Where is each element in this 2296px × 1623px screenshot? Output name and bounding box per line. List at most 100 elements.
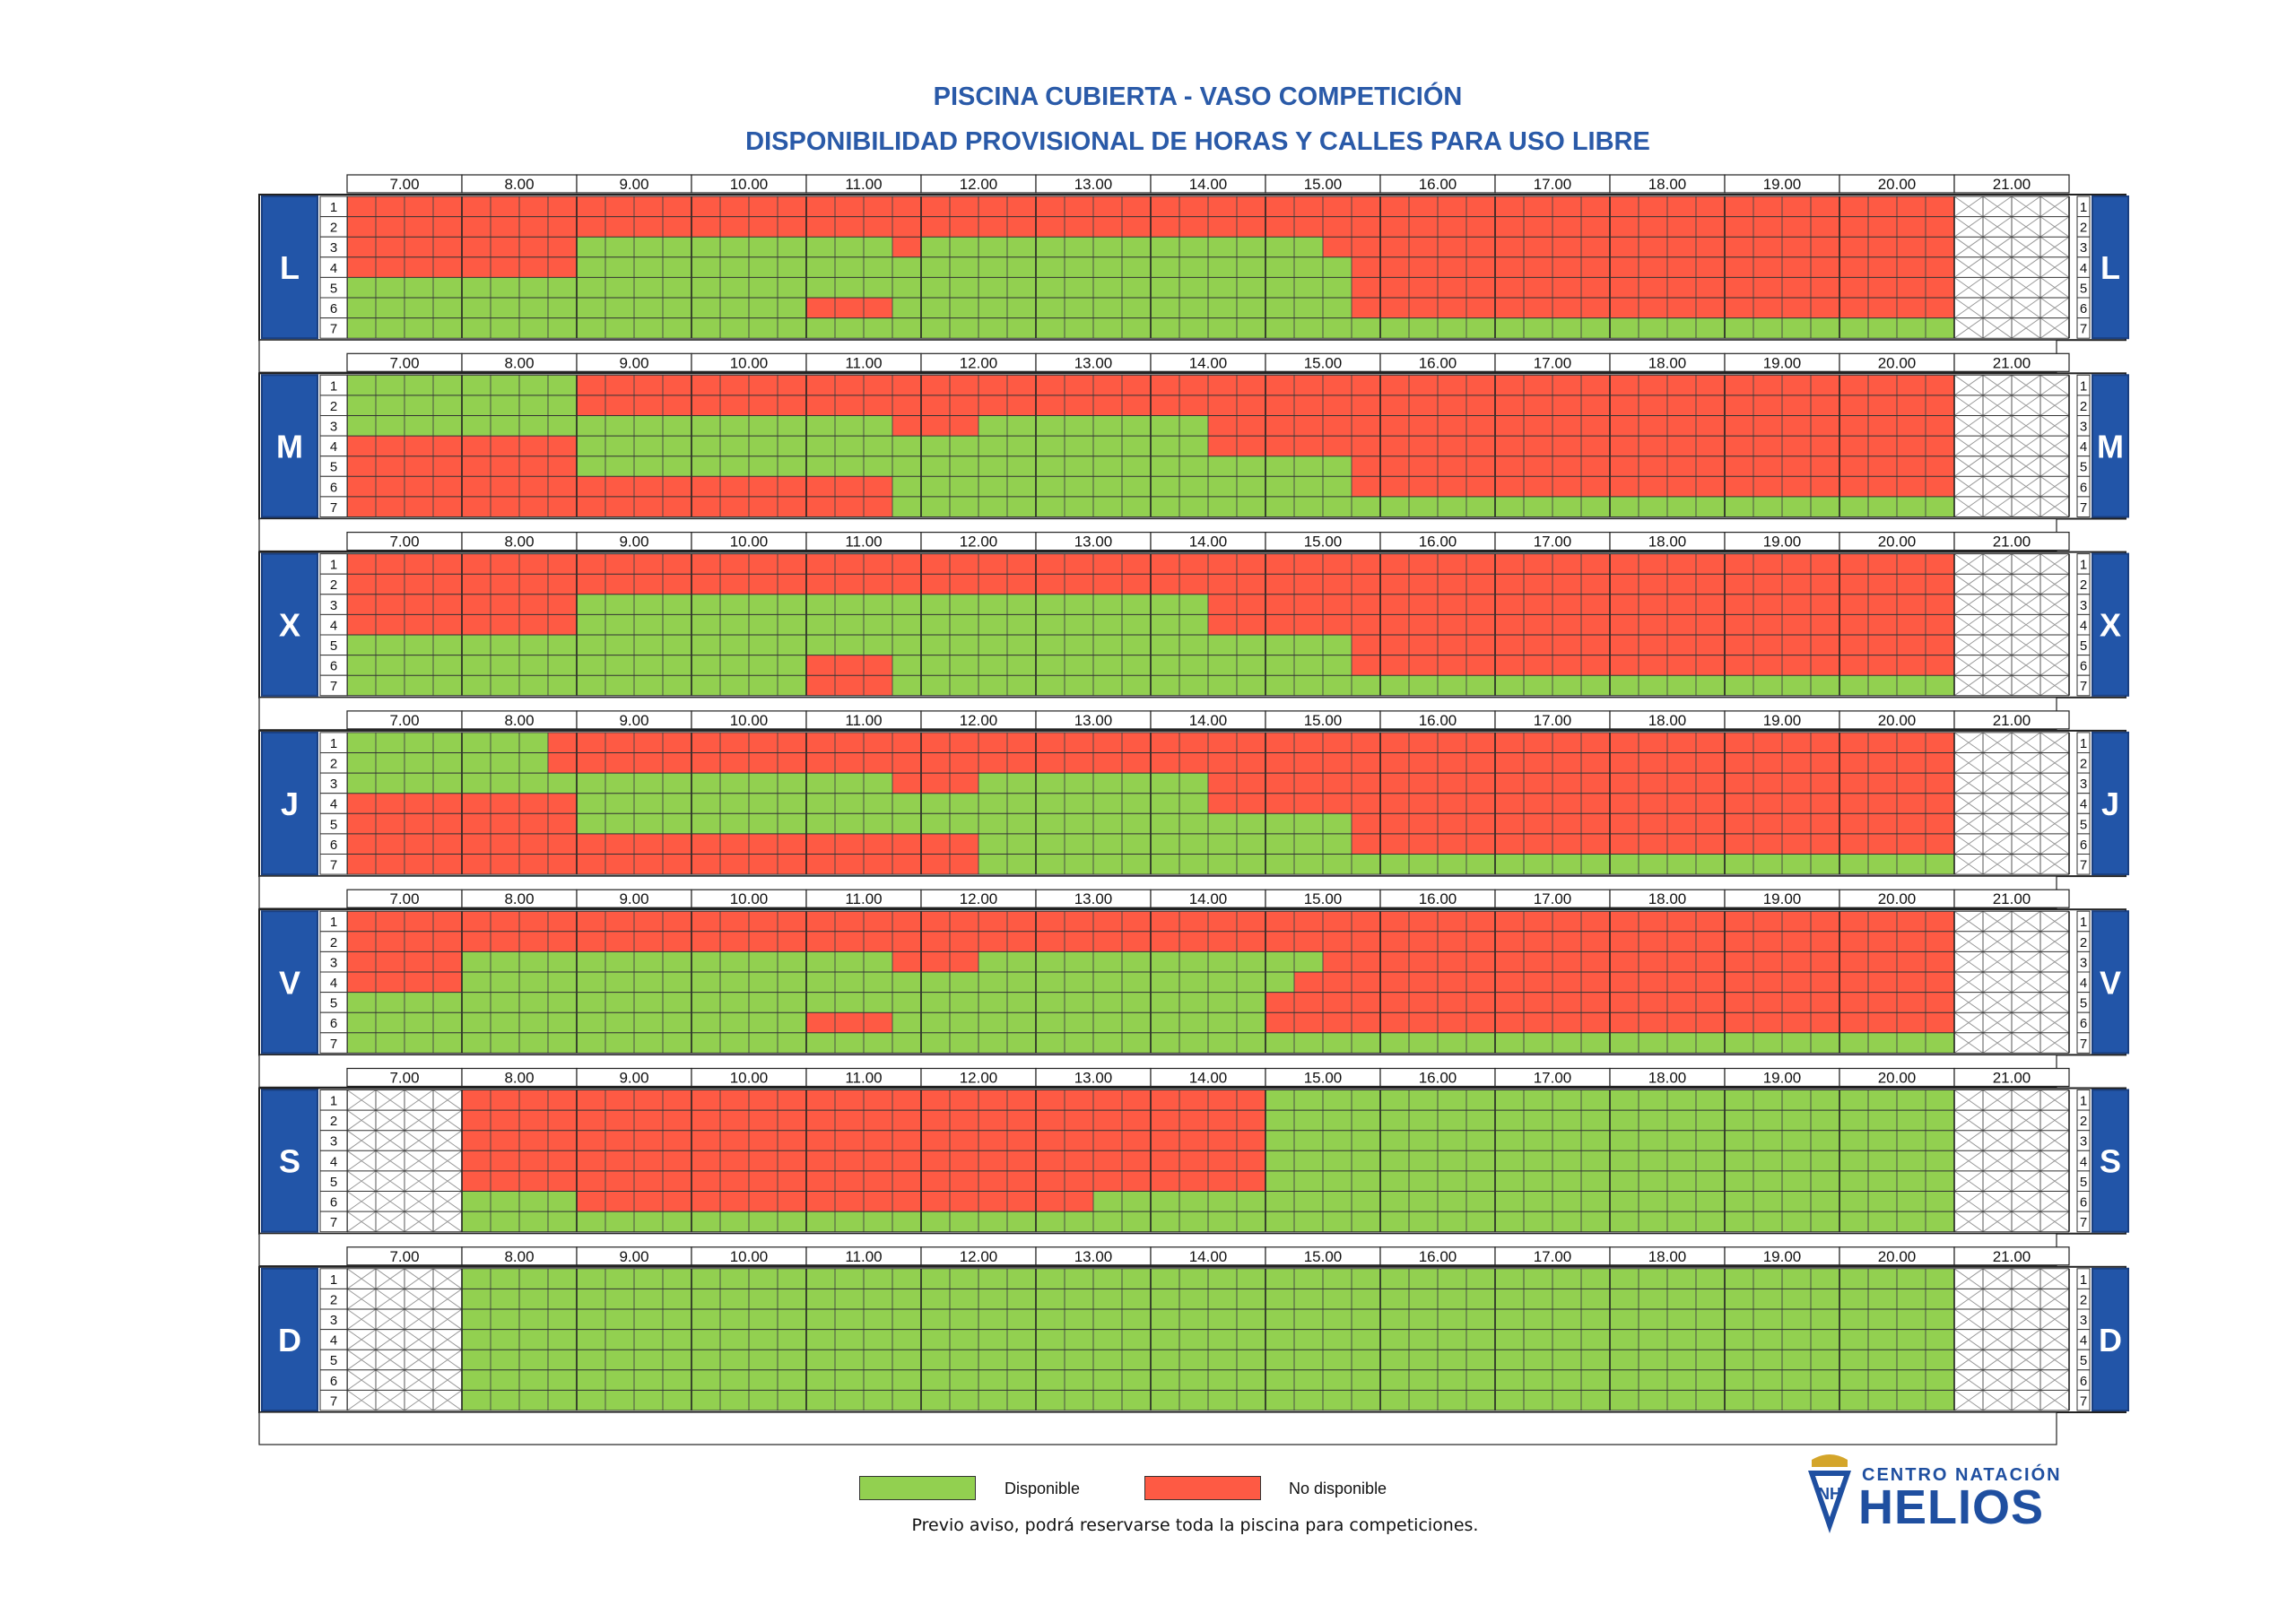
hour-label: 17.00 bbox=[1534, 534, 1572, 551]
unavailable-slot bbox=[1352, 476, 1954, 497]
hour-label: 18.00 bbox=[1648, 890, 1687, 907]
lane-number: 1 bbox=[330, 378, 337, 394]
unavailable-slot bbox=[1352, 635, 1954, 655]
lane-number: 6 bbox=[2080, 838, 2087, 853]
hour-label: 15.00 bbox=[1304, 1070, 1343, 1087]
hour-label: 14.00 bbox=[1189, 1070, 1228, 1087]
lane-number: 3 bbox=[330, 1134, 337, 1150]
hour-label: 16.00 bbox=[1419, 1070, 1457, 1087]
lane-number: 7 bbox=[330, 858, 337, 873]
lane-number: 7 bbox=[2080, 1393, 2087, 1409]
hour-label: 10.00 bbox=[730, 534, 769, 551]
hour-label: 12.00 bbox=[960, 1070, 998, 1087]
day-block: 7.00 8.00 9.00 10.00 11.00 12.00 13.00 14.00 15.… bbox=[258, 352, 2129, 552]
lane-number: 6 bbox=[330, 1195, 337, 1211]
unavailable-slot bbox=[347, 496, 892, 517]
lane-number: 2 bbox=[2080, 577, 2087, 593]
hour-label: 15.00 bbox=[1304, 354, 1343, 371]
lane-number: 3 bbox=[2080, 777, 2087, 792]
hour-label: 20.00 bbox=[1878, 354, 1917, 371]
hour-label: 7.00 bbox=[389, 1070, 419, 1087]
day-label: V bbox=[2100, 964, 2121, 1001]
hour-label: 19.00 bbox=[1763, 534, 1802, 551]
lane-number: 1 bbox=[2080, 558, 2087, 573]
hour-label: 12.00 bbox=[960, 712, 998, 729]
hour-label: 19.00 bbox=[1763, 890, 1802, 907]
lane-number: 5 bbox=[330, 281, 337, 296]
lane-number: 3 bbox=[2080, 598, 2087, 613]
lane-number: 4 bbox=[330, 1333, 337, 1349]
hour-label: 9.00 bbox=[619, 890, 648, 907]
unavailable-slot bbox=[892, 237, 921, 257]
hour-label: 21.00 bbox=[1993, 890, 2031, 907]
unavailable-slot bbox=[806, 298, 892, 318]
page-title: PISCINA CUBIERTA - VASO COMPETICIÓN bbox=[933, 82, 1463, 111]
hour-label: 19.00 bbox=[1763, 354, 1802, 371]
day-badge bbox=[2092, 731, 2129, 876]
lane-number: 1 bbox=[2080, 915, 2087, 930]
unavailable-slot bbox=[347, 476, 892, 497]
day-label: S bbox=[279, 1143, 300, 1180]
hour-label: 10.00 bbox=[730, 176, 769, 193]
lane-number: 1 bbox=[2080, 200, 2087, 215]
hour-label: 15.00 bbox=[1304, 534, 1343, 551]
hour-label: 7.00 bbox=[389, 354, 419, 371]
hour-label: 13.00 bbox=[1074, 1070, 1113, 1087]
hour-label: 10.00 bbox=[730, 1070, 769, 1087]
hour-label: 9.00 bbox=[619, 354, 648, 371]
lane-number: 7 bbox=[330, 1393, 337, 1409]
lane-number: 5 bbox=[2080, 281, 2087, 296]
lane-number: 2 bbox=[330, 1114, 337, 1129]
hour-label: 19.00 bbox=[1763, 712, 1802, 729]
hour-label: 21.00 bbox=[1993, 176, 2031, 193]
hour-label: 15.00 bbox=[1304, 712, 1343, 729]
lane-number: 7 bbox=[2080, 679, 2087, 694]
lane-number: 1 bbox=[330, 200, 337, 215]
hour-label: 17.00 bbox=[1534, 890, 1572, 907]
hour-label: 11.00 bbox=[845, 176, 882, 193]
unavailable-slot bbox=[1352, 833, 1954, 855]
hour-label: 9.00 bbox=[619, 176, 648, 193]
lane-number: 7 bbox=[2080, 858, 2087, 873]
lane-number: 5 bbox=[2080, 460, 2087, 475]
legend-available-swatch bbox=[859, 1476, 976, 1500]
lane-number: 6 bbox=[2080, 1374, 2087, 1389]
lane-number: 7 bbox=[330, 1037, 337, 1052]
lane-number: 2 bbox=[330, 1292, 337, 1307]
lane-number: 7 bbox=[2080, 500, 2087, 516]
lane-number: 1 bbox=[2080, 1094, 2087, 1109]
hour-header-cell bbox=[1953, 352, 2070, 372]
hour-label: 17.00 bbox=[1534, 1070, 1572, 1087]
day-badge bbox=[2092, 1089, 2129, 1233]
hour-label: 19.00 bbox=[1763, 1248, 1802, 1265]
lane-number: 3 bbox=[330, 420, 337, 435]
lane-number: 6 bbox=[2080, 659, 2087, 674]
day-label: D bbox=[278, 1322, 301, 1358]
unavailable-slot bbox=[806, 675, 892, 696]
hour-header-cell bbox=[1953, 531, 2070, 551]
lane-number: 4 bbox=[2080, 261, 2087, 276]
hour-label: 7.00 bbox=[389, 890, 419, 907]
hour-label: 19.00 bbox=[1763, 1070, 1802, 1087]
footer-note: Previo aviso, podrá reservarse toda la p… bbox=[911, 1515, 1479, 1535]
hour-label: 8.00 bbox=[504, 890, 534, 907]
lane-number: 1 bbox=[2080, 1272, 2087, 1288]
lane-number: 4 bbox=[2080, 976, 2087, 991]
day-badge bbox=[2092, 552, 2129, 697]
hour-label: 11.00 bbox=[845, 1070, 882, 1087]
unavailable-slot bbox=[1294, 972, 1954, 993]
hour-label: 14.00 bbox=[1189, 890, 1228, 907]
lane-number: 5 bbox=[330, 460, 337, 475]
unavailable-slot bbox=[806, 1012, 892, 1033]
lane-number: 4 bbox=[330, 261, 337, 276]
unavailable-slot bbox=[548, 732, 1954, 753]
hour-header-cell bbox=[1953, 710, 2070, 730]
hour-label: 10.00 bbox=[730, 354, 769, 371]
hour-label: 14.00 bbox=[1189, 712, 1228, 729]
day-badge bbox=[2092, 1267, 2129, 1412]
hour-label: 17.00 bbox=[1534, 1248, 1572, 1265]
lane-number: 7 bbox=[330, 500, 337, 516]
hour-label: 15.00 bbox=[1304, 1248, 1343, 1265]
lane-number: 2 bbox=[2080, 1114, 2087, 1129]
hour-label: 20.00 bbox=[1878, 712, 1917, 729]
